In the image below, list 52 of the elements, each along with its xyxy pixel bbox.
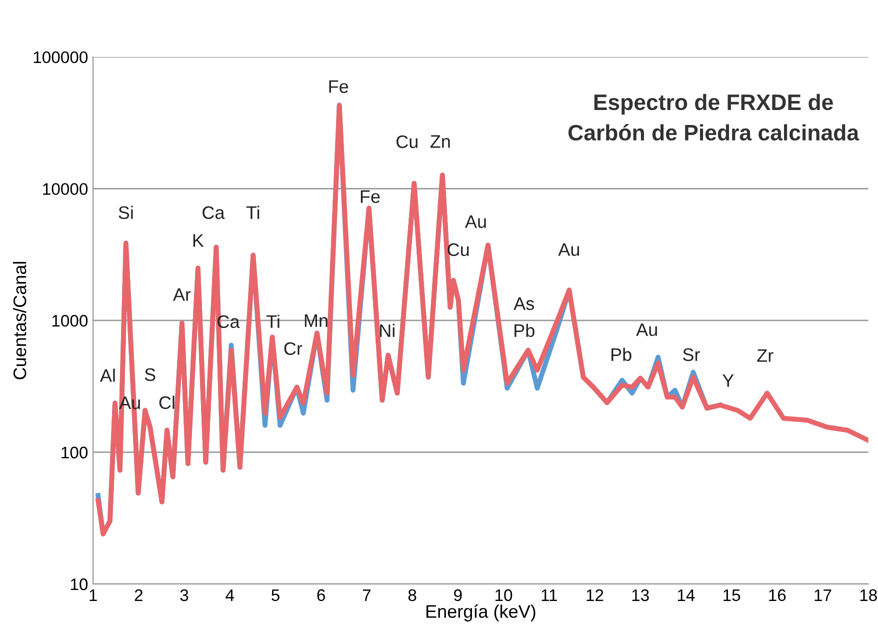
x-tick-label: 4 xyxy=(226,589,234,601)
annotation: As xyxy=(514,297,534,310)
annotation: Ca xyxy=(202,206,225,220)
annotation: Au xyxy=(636,323,657,336)
x-tick-label: 17 xyxy=(814,589,832,601)
annotation: Mn xyxy=(304,314,328,327)
x-tick-label: 13 xyxy=(632,589,649,602)
annotation: Si xyxy=(118,206,133,220)
x-tick-label: 6 xyxy=(317,589,325,602)
annotation: Cl xyxy=(159,396,174,410)
annotation: Ti xyxy=(266,314,280,328)
x-tick-label: 3 xyxy=(180,589,188,602)
x-tick-label: 1 xyxy=(90,589,97,601)
y-tick-label: 100000 xyxy=(34,51,88,64)
annotation: Fe xyxy=(360,190,380,204)
text: Espectro de FRXDE de Carbón de Piedra calcinada xyxy=(568,94,860,141)
annotation: Y xyxy=(722,374,734,387)
y-tick-label: 100 xyxy=(62,446,88,458)
x-tick-label: 8 xyxy=(408,589,416,602)
annotation: Au xyxy=(119,396,140,410)
y-tick-label: 10 xyxy=(70,578,88,590)
x-tick-label: 16 xyxy=(769,589,786,602)
annotation: Pb xyxy=(514,324,534,338)
x-tick-label: 10 xyxy=(496,589,512,602)
annotation: Fe xyxy=(329,80,348,93)
x-tick-label: 15 xyxy=(724,589,740,602)
x-tick-label: 7 xyxy=(362,589,370,601)
x-tick-label: 12 xyxy=(586,589,604,601)
annotation: Cu xyxy=(396,135,418,148)
y-tick-label: 1000 xyxy=(52,314,88,327)
annotation: Au xyxy=(558,243,580,256)
x-tick-label: 18 xyxy=(860,589,877,602)
annotation: Zr xyxy=(757,349,774,362)
x-tick-label: 2 xyxy=(134,589,142,601)
annotation: Sr xyxy=(683,348,700,362)
y-axis-title: Cuentas/Canal xyxy=(12,262,26,380)
x-axis-title: Energía (keV) xyxy=(426,604,536,622)
annotation: Cr xyxy=(284,342,302,355)
annotation: Ar xyxy=(173,288,191,301)
annotation: Pb xyxy=(612,348,632,361)
annotation: Ni xyxy=(380,324,394,337)
annotation: Au xyxy=(464,215,486,228)
annotation: K xyxy=(193,234,204,247)
y-tick-label: 10000 xyxy=(43,183,88,195)
annotation: Al xyxy=(100,368,115,382)
x-tick-label: 9 xyxy=(454,589,462,602)
annotation: Zn xyxy=(430,135,450,148)
x-tick-label: 14 xyxy=(678,589,695,601)
x-tick-label: 11 xyxy=(542,589,557,601)
annotation: Ti xyxy=(246,206,260,219)
annotation: S xyxy=(144,368,156,382)
x-tick-label: 5 xyxy=(272,589,280,602)
